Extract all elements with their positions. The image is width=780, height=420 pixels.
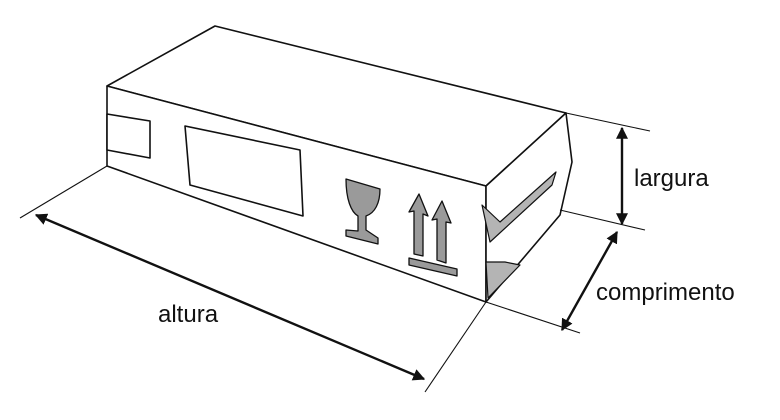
box-side-flap-lower: [485, 261, 521, 299]
box: [106, 25, 573, 303]
largura-label: largura: [634, 165, 709, 192]
comprimento-label: comprimento: [596, 279, 735, 306]
box-small-label: [106, 113, 151, 159]
dimension-arrows: [34, 126, 628, 381]
altura-label: altura: [158, 301, 219, 328]
box-side-flap: [481, 171, 557, 243]
altura-arrow: [34, 213, 426, 381]
comprimento-arrow: [560, 230, 619, 332]
box-end-face: [485, 112, 573, 303]
